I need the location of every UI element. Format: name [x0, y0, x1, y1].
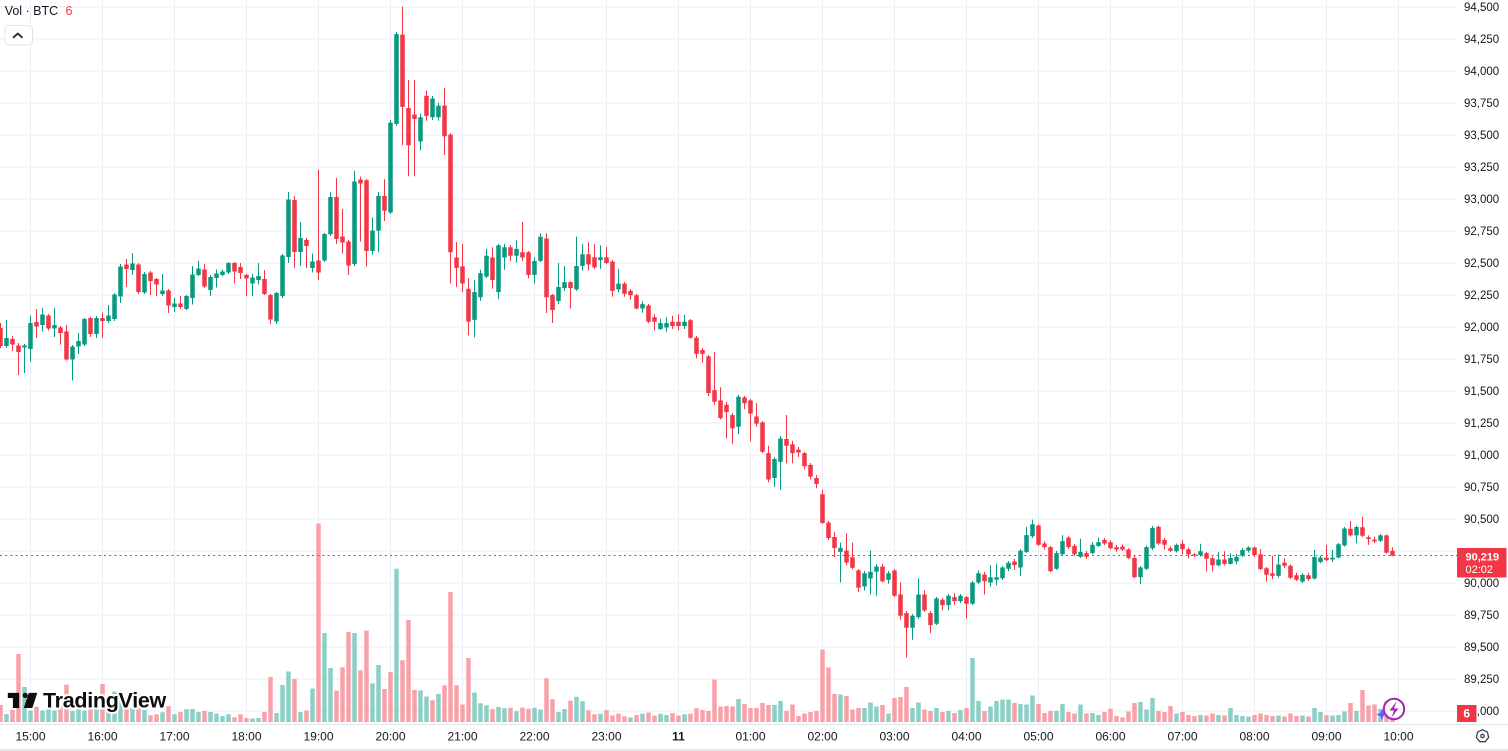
svg-text:93,750: 93,750 [1464, 98, 1499, 110]
svg-text:89,750: 89,750 [1464, 610, 1499, 622]
svg-text:10:00: 10:00 [1383, 730, 1413, 744]
svg-text:93,000: 93,000 [1464, 194, 1499, 206]
svg-text:89,500: 89,500 [1464, 642, 1499, 654]
svg-text:94,250: 94,250 [1464, 34, 1499, 46]
svg-text:92,250: 92,250 [1464, 290, 1499, 302]
svg-text:91,000: 91,000 [1464, 450, 1499, 462]
svg-text:90,219: 90,219 [1466, 552, 1500, 564]
svg-text:11: 11 [672, 730, 685, 744]
svg-text:01:00: 01:00 [735, 730, 765, 744]
svg-text:21:00: 21:00 [447, 730, 477, 744]
svg-text:17:00: 17:00 [159, 730, 189, 744]
svg-text:22:00: 22:00 [519, 730, 549, 744]
svg-text:92,750: 92,750 [1464, 226, 1499, 238]
svg-text:90,500: 90,500 [1464, 514, 1499, 526]
svg-text:92,500: 92,500 [1464, 258, 1499, 270]
svg-text:02:02: 02:02 [1466, 564, 1494, 576]
svg-text:94,500: 94,500 [1464, 2, 1499, 14]
svg-text:06:00: 06:00 [1095, 730, 1125, 744]
svg-text:18:00: 18:00 [231, 730, 261, 744]
svg-text:91,500: 91,500 [1464, 386, 1499, 398]
svg-text:93,500: 93,500 [1464, 130, 1499, 142]
svg-text:08:00: 08:00 [1239, 730, 1269, 744]
svg-text:92,000: 92,000 [1464, 322, 1499, 334]
svg-text:03:00: 03:00 [879, 730, 909, 744]
svg-text:16:00: 16:00 [87, 730, 117, 744]
svg-text:09:00: 09:00 [1311, 730, 1341, 744]
svg-text:91,750: 91,750 [1464, 354, 1499, 366]
svg-text:90,000: 90,000 [1464, 578, 1499, 590]
svg-text:19:00: 19:00 [303, 730, 333, 744]
svg-text:89,250: 89,250 [1464, 674, 1499, 686]
svg-text:05:00: 05:00 [1023, 730, 1053, 744]
svg-text:07:00: 07:00 [1167, 730, 1197, 744]
svg-text:93,250: 93,250 [1464, 162, 1499, 174]
svg-text:90,750: 90,750 [1464, 482, 1499, 494]
svg-text:94,000: 94,000 [1464, 66, 1499, 78]
svg-text:15:00: 15:00 [15, 730, 45, 744]
svg-text:23:00: 23:00 [591, 730, 621, 744]
svg-text:6: 6 [1463, 707, 1470, 721]
svg-text:TradingView: TradingView [43, 689, 167, 713]
svg-text:6: 6 [66, 4, 73, 18]
svg-text:04:00: 04:00 [951, 730, 981, 744]
svg-text:Vol · BTC: Vol · BTC [5, 4, 59, 18]
svg-text:91,250: 91,250 [1464, 418, 1499, 430]
svg-text:02:00: 02:00 [807, 730, 837, 744]
svg-text:20:00: 20:00 [375, 730, 405, 744]
